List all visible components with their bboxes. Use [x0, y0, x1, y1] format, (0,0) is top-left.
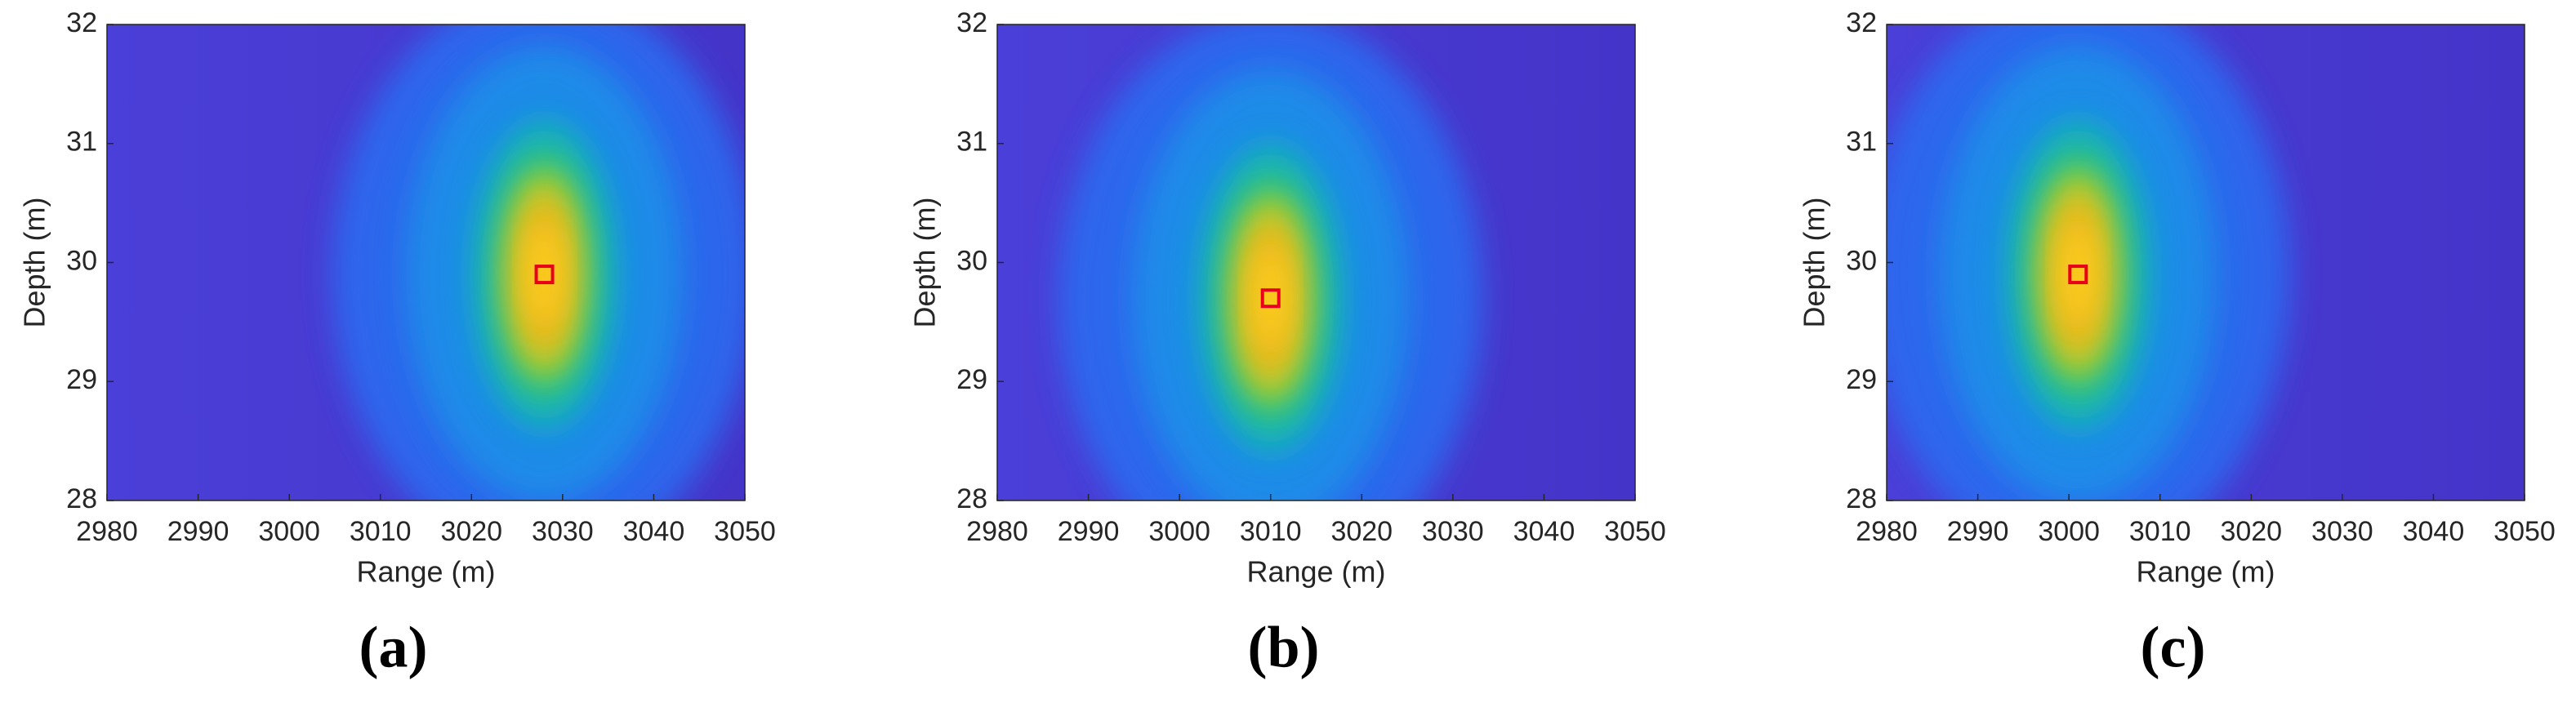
x-axis-label: Range (m): [1246, 555, 1385, 589]
y-tick-label: 29: [956, 364, 987, 395]
peak-marker: [2068, 265, 2088, 285]
y-tick-label: 29: [1846, 364, 1877, 395]
x-tick-label: 3000: [2038, 516, 2100, 547]
y-tick-label: 30: [1846, 245, 1877, 276]
x-tick-label: 3010: [2129, 516, 2191, 547]
x-tick-label: 2980: [1856, 516, 1918, 547]
x-tick-label: 3040: [623, 516, 685, 547]
x-tick-label: 2990: [167, 516, 230, 547]
x-tick-label: 3040: [1513, 516, 1575, 547]
peak-marker: [534, 265, 555, 285]
x-tick-label: 3020: [440, 516, 502, 547]
x-tick-label: 3050: [714, 516, 776, 547]
x-tick-label: 3030: [1422, 516, 1484, 547]
x-tick-label: 3050: [2494, 516, 2556, 547]
y-axis-label: Depth (m): [18, 197, 51, 327]
x-tick-label: 2980: [966, 516, 1028, 547]
panel-label: (c): [2141, 615, 2206, 680]
y-tick-label: 28: [1846, 483, 1877, 514]
x-tick-label: 3010: [350, 516, 412, 547]
x-tick-label: 2990: [1947, 516, 2009, 547]
x-axis-label: Range (m): [356, 555, 495, 589]
x-axis-label: Range (m): [2136, 555, 2275, 589]
y-tick-label: 31: [956, 127, 987, 158]
heatmap-glow: [528, 225, 561, 324]
x-tick-label: 3040: [2403, 516, 2465, 547]
panel: 2980 2990 3000 3010 3020 3030 3040 3050 28 29 30 31…: [1798, 7, 2556, 680]
y-tick-label: 32: [66, 7, 97, 38]
y-tick-label: 31: [66, 127, 97, 158]
panel: 2980 2990 3000 3010 3020 3030 3040 3050 28 29 30 31…: [908, 7, 1666, 680]
heatmap: [107, 24, 745, 501]
x-tick-label: 3030: [532, 516, 594, 547]
x-tick-label: 2990: [1058, 516, 1120, 547]
y-axis-label: Depth (m): [1798, 197, 1831, 327]
panel-label: (b): [1248, 615, 1320, 680]
heatmap: [1887, 24, 2525, 501]
y-tick-label: 30: [66, 245, 97, 276]
x-tick-label: 3020: [1330, 516, 1393, 547]
y-tick-label: 29: [66, 364, 97, 395]
y-tick-label: 31: [1846, 127, 1877, 158]
panel: 2980 2990 3000 3010 3020 3030 3040 3050 28 29 30 31…: [18, 7, 776, 680]
x-tick-label: 3020: [2220, 516, 2282, 547]
x-tick-label: 3000: [1148, 516, 1210, 547]
heatmap-glow: [2061, 225, 2095, 324]
x-tick-label: 3050: [1604, 516, 1666, 547]
x-tick-label: 3010: [1240, 516, 1302, 547]
y-tick-label: 32: [956, 7, 987, 38]
x-tick-label: 2980: [76, 516, 138, 547]
y-tick-label: 32: [1846, 7, 1877, 38]
y-tick-label: 28: [956, 483, 987, 514]
panel-label: (a): [359, 615, 428, 680]
x-tick-label: 3000: [258, 516, 320, 547]
y-axis-label: Depth (m): [908, 197, 942, 327]
x-tick-label: 3030: [2311, 516, 2373, 547]
peak-marker: [1260, 288, 1281, 309]
y-tick-label: 28: [66, 483, 97, 514]
y-tick-label: 30: [956, 245, 987, 276]
heatmap: [997, 24, 1635, 501]
heatmap-glow: [1254, 249, 1287, 348]
